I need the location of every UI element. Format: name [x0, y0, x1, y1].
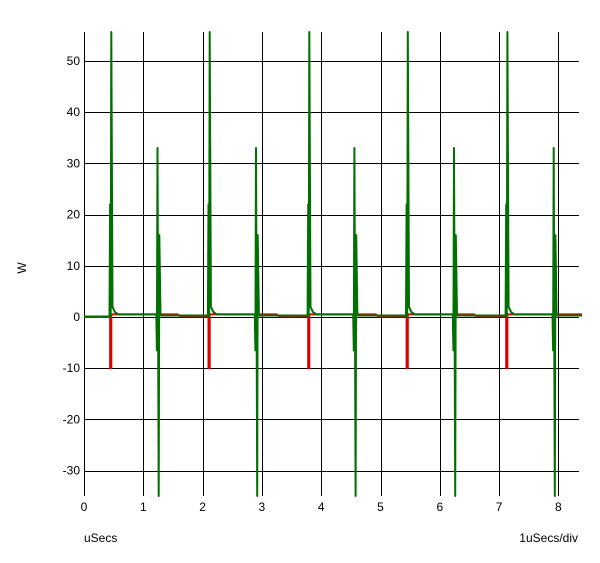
x-tick-label: 4 [318, 500, 325, 514]
plot-area [84, 31, 583, 497]
y-tick-labels: -30 -20 -10 0 10 20 30 40 50 [63, 54, 81, 478]
y-tick-label: 10 [67, 259, 81, 273]
x-tick-label: 8 [555, 500, 562, 514]
grid [84, 32, 579, 496]
y-tick-label: -20 [63, 412, 81, 426]
x-tick-labels: 0 1 2 3 4 5 6 7 8 [81, 500, 562, 514]
scale-label: 1uSecs/div [519, 531, 578, 545]
y-tick-label: 0 [73, 310, 80, 324]
y-tick-label: -10 [63, 361, 81, 375]
x-tick-label: 7 [496, 500, 503, 514]
y-tick-label: 50 [67, 54, 81, 68]
series-2-trace [84, 31, 583, 497]
y-tick-label: -30 [63, 464, 81, 478]
x-tick-label: 3 [259, 500, 266, 514]
y-tick-label: 20 [67, 208, 81, 222]
x-axis-label: uSecs [84, 531, 117, 545]
x-tick-label: 1 [140, 500, 147, 514]
x-tick-label: 2 [199, 500, 206, 514]
x-tick-label: 6 [436, 500, 443, 514]
x-tick-label: 5 [377, 500, 384, 514]
y-tick-label: 40 [67, 105, 81, 119]
y-axis-label: W [15, 262, 29, 274]
y-tick-label: 30 [67, 156, 81, 170]
x-tick-label: 0 [81, 500, 88, 514]
